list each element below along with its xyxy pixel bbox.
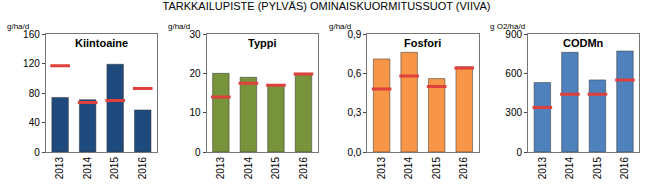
svg-text:2016: 2016 [458, 157, 469, 180]
svg-text:2014: 2014 [564, 157, 575, 180]
svg-text:0,0: 0,0 [347, 147, 361, 158]
svg-text:g/ha/d: g/ha/d [7, 22, 29, 31]
svg-text:2015: 2015 [592, 157, 603, 180]
svg-text:Kiintoaine: Kiintoaine [75, 37, 128, 49]
svg-text:g/ha/d: g/ha/d [329, 22, 351, 31]
svg-text:2014: 2014 [243, 157, 254, 180]
svg-text:0,6: 0,6 [347, 68, 361, 79]
svg-text:2013: 2013 [215, 157, 226, 180]
svg-text:120: 120 [23, 58, 40, 69]
svg-text:900: 900 [505, 29, 522, 40]
svg-text:2013: 2013 [537, 157, 548, 180]
svg-text:CODMn: CODMn [563, 37, 604, 49]
svg-text:0: 0 [516, 147, 522, 158]
svg-text:Fosfori: Fosfori [404, 37, 441, 49]
svg-text:TARKKAILUPISTE (PYLVÄS) OMINAI: TARKKAILUPISTE (PYLVÄS) OMINAISKUORMITUS… [162, 0, 490, 12]
svg-text:0: 0 [195, 147, 201, 158]
svg-text:0,3: 0,3 [347, 107, 361, 118]
svg-text:2016: 2016 [619, 157, 630, 180]
svg-text:2015: 2015 [109, 157, 120, 180]
svg-text:160: 160 [23, 29, 40, 40]
svg-text:g/ha/d: g/ha/d [168, 22, 190, 31]
svg-text:20: 20 [189, 68, 201, 79]
svg-text:g O2/ha/d: g O2/ha/d [490, 22, 525, 31]
svg-text:600: 600 [505, 68, 522, 79]
svg-text:2015: 2015 [270, 157, 281, 180]
svg-text:2015: 2015 [431, 157, 442, 180]
svg-text:80: 80 [29, 88, 41, 99]
svg-text:Typpi: Typpi [248, 37, 277, 49]
svg-text:0,9: 0,9 [347, 29, 361, 40]
svg-text:2014: 2014 [82, 157, 93, 180]
svg-text:0: 0 [34, 147, 40, 158]
svg-text:10: 10 [189, 107, 201, 118]
svg-text:2013: 2013 [54, 157, 65, 180]
svg-text:300: 300 [505, 107, 522, 118]
svg-text:2014: 2014 [403, 157, 414, 180]
svg-text:40: 40 [29, 117, 41, 128]
svg-text:2016: 2016 [298, 157, 309, 180]
svg-text:30: 30 [189, 29, 201, 40]
svg-text:2013: 2013 [376, 157, 387, 180]
svg-text:2016: 2016 [137, 157, 148, 180]
